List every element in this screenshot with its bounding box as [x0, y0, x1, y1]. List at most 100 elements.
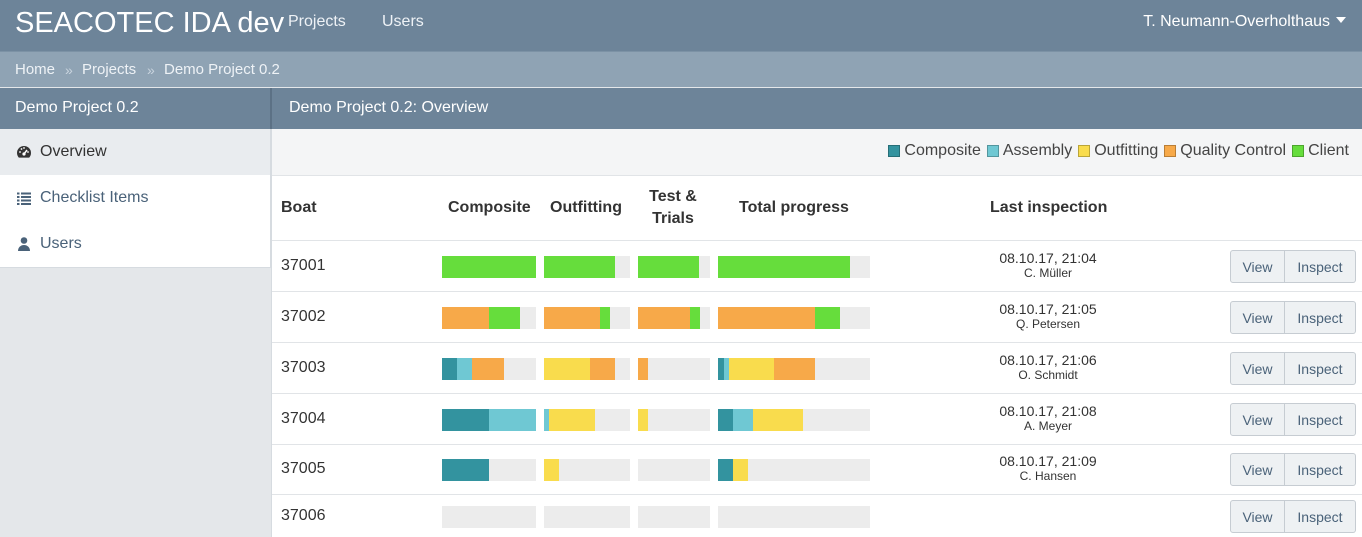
legend-label: Outfitting	[1094, 142, 1159, 159]
sidebar-item-users[interactable]: Users	[0, 221, 270, 267]
breadcrumb-separator: »	[65, 62, 73, 78]
inspection-user: O. Schmidt	[1018, 368, 1078, 382]
table-row: 37001 08.10.17, 21:04 C. Müller View Inspect	[272, 240, 1362, 291]
progress-bar-outfitting	[544, 256, 630, 278]
inspect-button[interactable]: Inspect	[1285, 403, 1356, 436]
progress-segment-assembly	[544, 409, 550, 431]
legend-item: Quality Control	[1164, 142, 1286, 160]
last-inspection: 08.10.17, 21:09 C. Hansen	[978, 453, 1118, 484]
column-header-test-trials: Test & Trials	[637, 186, 709, 230]
progress-bar-outfitting	[544, 506, 630, 528]
progress-segment-outfitting	[733, 459, 749, 481]
legend-swatch	[986, 145, 999, 157]
progress-segment-outfitting	[544, 358, 590, 380]
progress-segment-assembly	[457, 358, 473, 380]
progress-segment-assembly	[733, 409, 753, 431]
progress-bar-total	[718, 409, 870, 431]
breadcrumb-current: Demo Project 0.2	[164, 61, 280, 78]
progress-bar-composite	[442, 506, 536, 528]
inspection-time: 08.10.17, 21:06	[999, 352, 1097, 368]
nav-link-users[interactable]: Users	[382, 13, 424, 30]
overview-panel: Composite Assembly Outfitting Quality Contr…	[271, 129, 1362, 537]
view-button[interactable]: View	[1230, 403, 1285, 436]
progress-segment-quality-control	[544, 307, 600, 329]
progress-segment-outfitting	[544, 459, 559, 481]
progress-bar-trials	[638, 459, 710, 481]
navbar: SEACOTEC IDA dev Projects Users T. Neuma…	[0, 0, 1362, 51]
inspection-time: 08.10.17, 21:04	[999, 250, 1097, 266]
inspection-user: C. Müller	[1023, 266, 1072, 280]
progress-segment-composite	[718, 358, 725, 380]
legend-item: Outfitting	[1078, 142, 1158, 160]
boat-number: 37003	[281, 359, 326, 376]
inspection-user: Q. Petersen	[1015, 317, 1081, 331]
sidebar-item-label: Checklist Items	[40, 189, 149, 206]
progress-segment-client	[442, 256, 536, 278]
column-header-test-line2: Trials	[652, 210, 694, 227]
progress-segment-outfitting	[752, 409, 804, 431]
user-menu[interactable]: T. Neumann-Overholthaus	[1143, 12, 1346, 32]
progress-segment-composite	[718, 459, 734, 481]
last-inspection: 08.10.17, 21:08 A. Meyer	[978, 403, 1118, 434]
table-row: 37004 08.10.17, 21:08 A. Meyer View Inspect	[272, 393, 1362, 444]
progress-segment-quality-control	[774, 358, 816, 380]
progress-bar-composite	[442, 256, 536, 278]
view-button[interactable]: View	[1230, 453, 1285, 486]
sidebar-item-label: Users	[40, 235, 82, 252]
row-actions: View Inspect	[1230, 403, 1356, 436]
inspection-user: A. Meyer	[1023, 419, 1072, 433]
table-row: 37005 08.10.17, 21:09 C. Hansen View Inspect	[272, 444, 1362, 494]
inspect-button[interactable]: Inspect	[1285, 250, 1356, 283]
legend-item: Assembly	[986, 142, 1073, 160]
legend-item: Composite	[888, 142, 981, 160]
breadcrumb-projects[interactable]: Projects	[82, 61, 137, 78]
progress-bar-trials	[638, 256, 710, 278]
legend: Composite Assembly Outfitting Quality Contr…	[882, 142, 1349, 160]
row-actions: View Inspect	[1230, 500, 1356, 533]
progress-bar-trials	[638, 506, 710, 528]
inspect-button[interactable]: Inspect	[1285, 301, 1356, 334]
nav-link-projects[interactable]: Projects	[288, 13, 346, 30]
progress-bar-trials	[638, 358, 710, 380]
progress-bar-composite	[442, 459, 536, 481]
last-inspection: 08.10.17, 21:06 O. Schmidt	[978, 352, 1118, 383]
user-name: T. Neumann-Overholthaus	[1143, 13, 1330, 30]
app-title[interactable]: SEACOTEC IDA dev	[15, 7, 285, 39]
row-actions: View Inspect	[1230, 453, 1356, 486]
breadcrumb-home[interactable]: Home	[15, 61, 56, 78]
inspect-button[interactable]: Inspect	[1285, 453, 1356, 486]
legend-label: Quality Control	[1180, 142, 1287, 159]
breadcrumb-separator: »	[147, 62, 155, 78]
progress-bar-trials	[638, 409, 710, 431]
legend-bar: Composite Assembly Outfitting Quality Contr…	[272, 129, 1362, 176]
row-actions: View Inspect	[1230, 250, 1356, 283]
view-button[interactable]: View	[1230, 500, 1285, 533]
legend-label: Assembly	[1002, 142, 1073, 159]
column-header-total-progress: Total progress	[739, 199, 849, 216]
view-button[interactable]: View	[1230, 301, 1285, 334]
progress-bar-outfitting	[544, 459, 630, 481]
sidebar-title: Demo Project 0.2	[0, 88, 271, 129]
table-row: 37002 08.10.17, 21:05 Q. Petersen View Inspe…	[272, 291, 1362, 342]
last-inspection: 08.10.17, 21:04 C. Müller	[978, 250, 1118, 281]
sidebar-item-checklist[interactable]: Checklist Items	[0, 175, 270, 221]
progress-bar-total	[718, 358, 870, 380]
progress-bar-outfitting	[544, 307, 630, 329]
panel-title: Demo Project 0.2: Overview	[271, 88, 1362, 129]
progress-segment-quality-control	[718, 307, 816, 329]
view-button[interactable]: View	[1230, 352, 1285, 385]
inspection-time: 08.10.17, 21:08	[999, 403, 1097, 419]
dashboard-icon	[17, 146, 31, 158]
inspect-button[interactable]: Inspect	[1285, 352, 1356, 385]
view-button[interactable]: View	[1230, 250, 1285, 283]
progress-bar-trials	[638, 307, 710, 329]
inspection-time: 08.10.17, 21:05	[999, 301, 1097, 317]
column-header-boat: Boat	[281, 199, 317, 216]
table-row: 37003 08.10.17, 21:06 O. Schmidt View Inspec…	[272, 342, 1362, 393]
inspect-button[interactable]: Inspect	[1285, 500, 1356, 533]
progress-segment-composite	[442, 358, 458, 380]
progress-bar-composite	[442, 358, 536, 380]
legend-swatch	[1292, 145, 1305, 157]
sidebar-item-overview[interactable]: Overview	[0, 129, 270, 175]
progress-segment-client	[489, 307, 521, 329]
